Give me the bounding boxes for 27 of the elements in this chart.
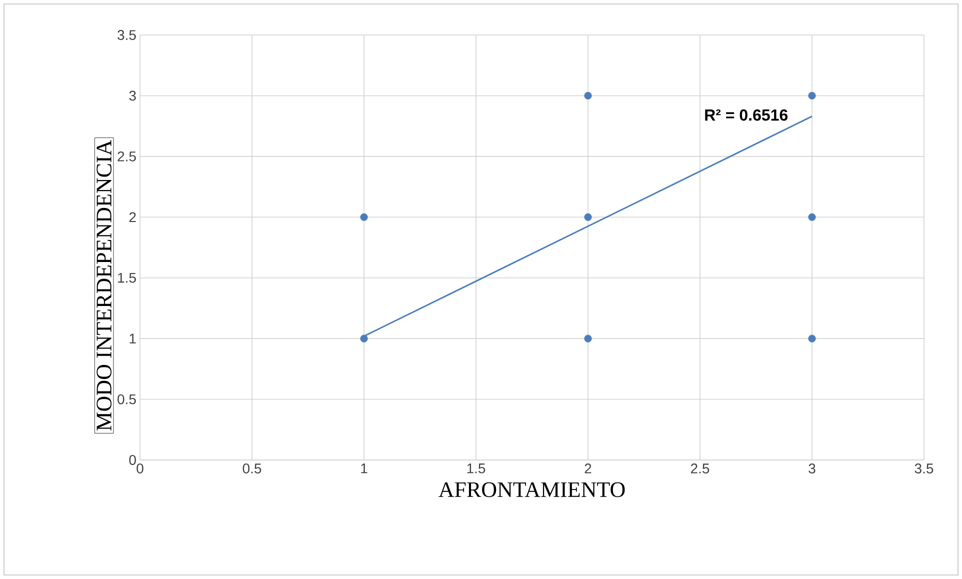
y-tick-label: 1.5 (118, 272, 136, 283)
x-tick-label: 2 (584, 464, 592, 474)
y-axis-title: MODO INTERDEPENDENCIA (96, 140, 112, 431)
x-tick-label: 0 (136, 464, 144, 474)
point (584, 334, 592, 342)
x-tick-label: 3.5 (914, 464, 934, 474)
y-tick-label: 0 (129, 455, 136, 465)
point (360, 213, 368, 221)
annotation: R² = 0.6516 (705, 109, 788, 121)
point (584, 213, 592, 221)
y-tick-label: 1 (130, 334, 136, 344)
x-tick-label: 3 (808, 464, 816, 474)
point (808, 92, 816, 100)
y-tick-label: 3.5 (118, 30, 136, 40)
point (584, 92, 592, 100)
x-tick-label: 2.5 (690, 464, 710, 474)
y-tick-label: 2 (129, 212, 136, 222)
point (360, 334, 368, 342)
x-axis-title: AFRONTAMIENTO (438, 482, 625, 498)
x-tick-label: 1.5 (467, 464, 486, 474)
point (808, 213, 816, 221)
x-tick-label: 1 (361, 464, 368, 474)
x-tick-label: 0.5 (242, 464, 262, 474)
y-tick-label: 3 (129, 90, 136, 101)
y-tick-label: 2.5 (118, 151, 136, 162)
point (808, 334, 816, 342)
y-tick-label: 0.5 (118, 394, 136, 404)
